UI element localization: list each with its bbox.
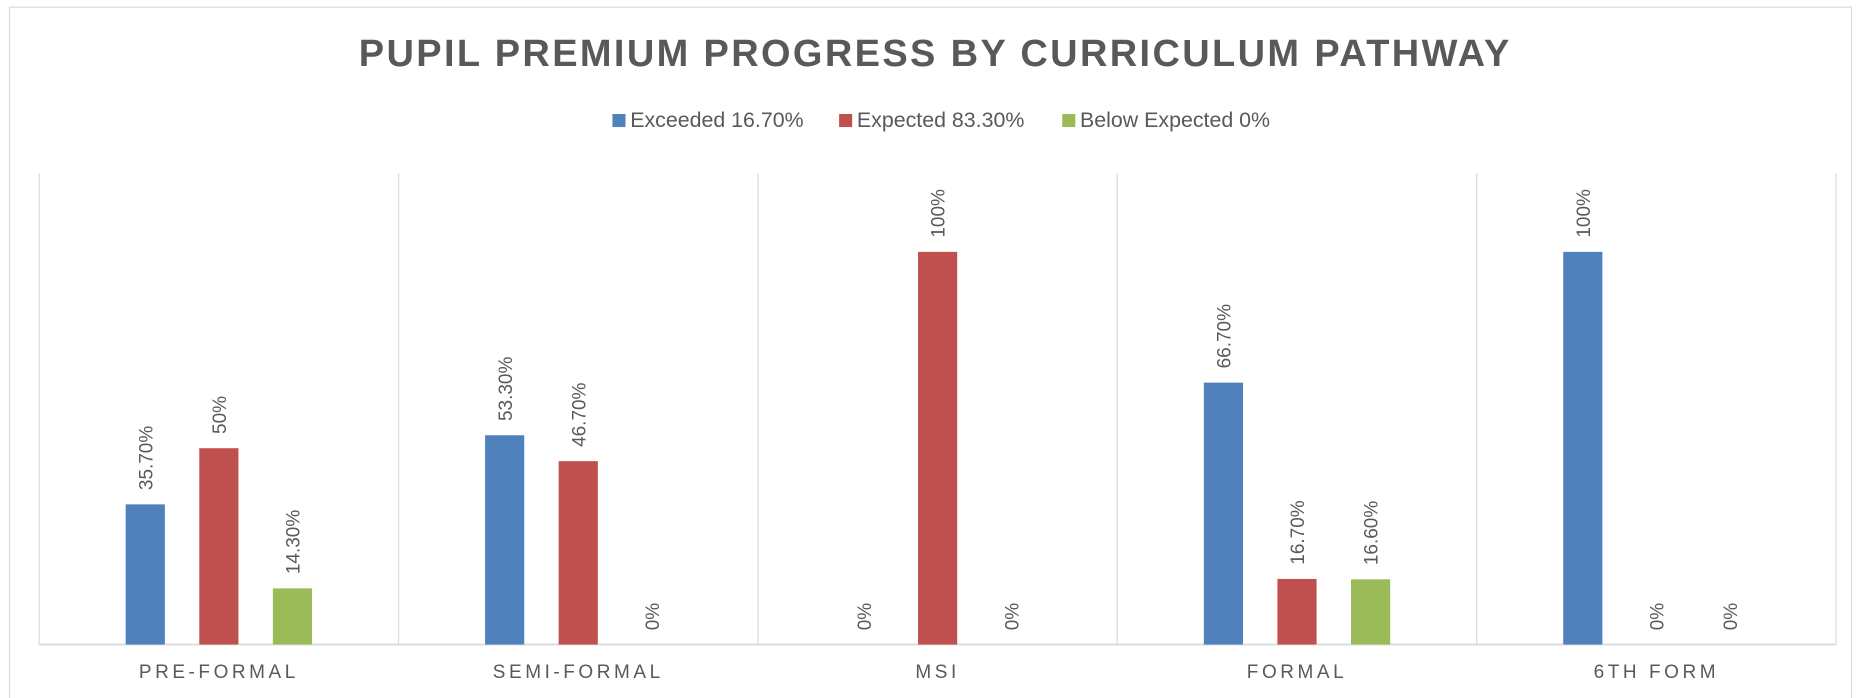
legend-label: Below Expected 0% xyxy=(1080,108,1270,132)
bar xyxy=(558,461,598,645)
legend-swatch xyxy=(839,114,853,128)
bar xyxy=(1351,579,1391,645)
data-label: 100% xyxy=(929,189,950,238)
legend-label: Exceeded 16.70% xyxy=(630,108,803,132)
data-label: 0% xyxy=(643,603,664,631)
bar xyxy=(1277,578,1317,645)
data-label: 16.70% xyxy=(1288,500,1309,564)
data-label: 14.30% xyxy=(284,510,305,574)
bar xyxy=(125,504,165,645)
data-label: 16.60% xyxy=(1362,501,1383,565)
data-label: 0% xyxy=(1648,603,1669,631)
data-label: 0% xyxy=(1002,603,1023,631)
x-tick-label: 6TH FORM xyxy=(1594,662,1719,683)
data-label: 0% xyxy=(1721,603,1742,631)
data-label: 50% xyxy=(210,396,231,434)
bar xyxy=(272,588,313,645)
x-tick-label: PRE-FORMAL xyxy=(139,662,299,683)
bar xyxy=(1203,382,1244,645)
x-tick-label: FORMAL xyxy=(1247,662,1347,683)
data-label: 46.70% xyxy=(569,382,590,446)
x-tick-label: MSI xyxy=(915,662,959,683)
legend-swatch xyxy=(1062,114,1076,128)
legend-label: Expected 83.30% xyxy=(857,108,1024,132)
bar xyxy=(485,435,525,645)
chart-title: PUPIL PREMIUM PROGRESS BY CURRICULUM PAT… xyxy=(359,33,1512,75)
bar xyxy=(918,251,958,645)
data-label: 35.70% xyxy=(136,426,157,490)
bar xyxy=(199,448,239,645)
x-tick-label: SEMI-FORMAL xyxy=(493,662,664,683)
data-label: 66.70% xyxy=(1215,304,1236,368)
bar xyxy=(1563,251,1603,645)
data-label: 0% xyxy=(855,603,876,631)
data-label: 53.30% xyxy=(496,357,517,421)
legend-swatch xyxy=(612,114,626,128)
data-label: 100% xyxy=(1574,189,1595,238)
